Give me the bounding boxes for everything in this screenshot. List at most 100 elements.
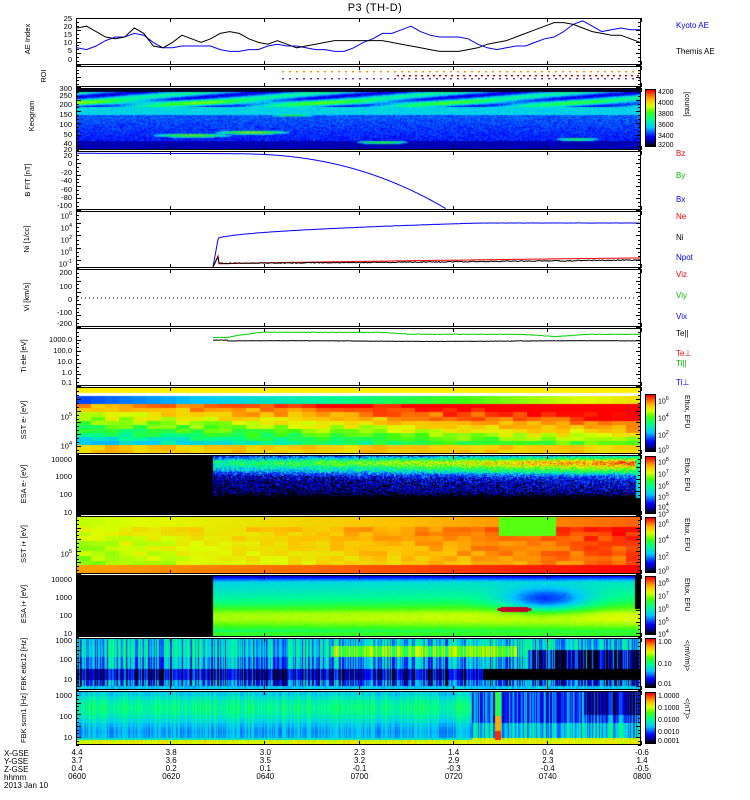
axis-tick-x xyxy=(641,328,642,332)
axis-tick xyxy=(76,454,79,455)
axis-tick xyxy=(76,323,79,325)
axis-tick xyxy=(76,698,79,700)
panel-esai-ylabel: ESA i+ [eV] xyxy=(19,584,28,624)
axis-tick xyxy=(638,554,641,556)
axis-tick xyxy=(638,475,641,476)
axis-tick xyxy=(636,638,641,639)
axis-tick xyxy=(636,66,641,67)
xaxis-zgse-value: 0.4 xyxy=(71,764,83,773)
axis-tick xyxy=(638,227,641,229)
ytick-ssti-1e5: 105 xyxy=(60,549,72,559)
legend-bz: Bz xyxy=(676,149,686,158)
ytick-esae-100: 100 xyxy=(59,490,72,499)
axis-tick xyxy=(636,259,641,261)
axis-tick-x xyxy=(264,450,266,454)
axis-tick xyxy=(636,303,641,305)
axis-tick xyxy=(76,378,79,380)
axis-tick-x xyxy=(170,511,172,515)
axis-tick xyxy=(76,65,81,66)
ytick-keo-200: 200 xyxy=(59,100,72,109)
axis-tick xyxy=(636,122,641,124)
ytick-esae-10000: 10000 xyxy=(51,455,72,464)
xaxis-ygse-value: 3.7 xyxy=(71,756,83,765)
axis-tick xyxy=(638,495,641,496)
axis-tick-x xyxy=(641,741,642,745)
axis-tick-x xyxy=(264,66,266,70)
axis-tick xyxy=(76,194,79,196)
axis-tick xyxy=(636,702,641,704)
axis-tick-x xyxy=(264,570,266,574)
axis-tick xyxy=(638,263,641,265)
axis-tick xyxy=(636,223,641,225)
xaxis-ygse-value: 2.9 xyxy=(448,756,460,765)
axis-tick-x xyxy=(546,382,548,386)
axis-tick xyxy=(76,586,81,588)
axis-tick-x xyxy=(76,450,77,454)
axis-tick-x xyxy=(170,66,172,70)
axis-tick xyxy=(638,378,641,380)
axis-tick xyxy=(76,575,81,576)
axis-tick xyxy=(76,434,81,436)
axis-tick xyxy=(636,609,641,611)
axis-tick xyxy=(638,471,641,472)
axis-tick xyxy=(638,251,641,253)
axis-tick xyxy=(636,134,641,136)
axis-tick xyxy=(76,682,79,683)
axis-tick-x xyxy=(641,66,642,70)
axis-tick-x xyxy=(358,387,360,391)
axis-tick xyxy=(636,398,641,400)
cb-ssti-1e0: 100 xyxy=(658,566,669,576)
axis-tick xyxy=(76,41,81,43)
axis-tick xyxy=(636,374,641,376)
axis-tick xyxy=(638,658,641,659)
axis-tick xyxy=(636,99,641,101)
axis-tick xyxy=(76,182,79,184)
ytick-esai-1000: 1000 xyxy=(55,593,72,602)
legend-ti-perp: Ti⊥ xyxy=(676,378,690,387)
axis-tick-x xyxy=(358,450,360,454)
axis-tick xyxy=(638,507,641,508)
axis-tick xyxy=(638,103,641,105)
axis-tick xyxy=(638,706,641,708)
page-title: P3 (TH-D) xyxy=(347,2,403,14)
axis-tick xyxy=(76,463,79,464)
axis-tick xyxy=(76,374,81,376)
ytick-sste-1e5: 105 xyxy=(60,412,72,422)
axis-tick xyxy=(76,311,79,313)
ytick-ae-10: 10 xyxy=(63,38,72,47)
axis-tick xyxy=(638,613,641,615)
axis-tick xyxy=(76,410,81,412)
axis-tick xyxy=(638,463,641,464)
axis-tick-x xyxy=(76,323,77,327)
panel-temp xyxy=(76,328,641,386)
axis-tick-x xyxy=(358,633,360,637)
axis-tick xyxy=(638,57,641,59)
axis-tick xyxy=(76,206,79,208)
axis-tick xyxy=(76,170,79,172)
axis-tick-x xyxy=(358,638,360,642)
ytick-vi-m100: -100 xyxy=(56,308,72,317)
cb-ssti-1e6: 106 xyxy=(658,519,669,529)
cb-fbkb-0p0001: 0.0001 xyxy=(658,738,680,745)
axis-tick xyxy=(638,194,641,196)
axis-tick xyxy=(638,158,641,160)
cb-keogram-4000: 4000 xyxy=(658,100,674,107)
axis-tick-x xyxy=(264,211,266,215)
axis-tick xyxy=(636,328,641,329)
axis-tick-x xyxy=(546,328,548,332)
axis-tick xyxy=(638,366,641,368)
axis-tick xyxy=(638,80,641,81)
axis-tick xyxy=(638,91,641,93)
axis-tick-x xyxy=(641,206,642,210)
axis-tick xyxy=(76,516,81,517)
axis-tick xyxy=(76,268,79,269)
cb-fbke-1: 1.00 xyxy=(658,639,672,646)
axis-tick xyxy=(76,49,79,51)
axis-tick xyxy=(76,387,81,388)
axis-tick xyxy=(638,307,641,309)
legend-vix: Vix xyxy=(676,312,687,321)
axis-tick-x xyxy=(641,264,642,268)
axis-tick xyxy=(76,621,81,623)
axis-tick xyxy=(76,73,79,74)
cb-esai-title: Eflux, EFU xyxy=(683,578,690,612)
